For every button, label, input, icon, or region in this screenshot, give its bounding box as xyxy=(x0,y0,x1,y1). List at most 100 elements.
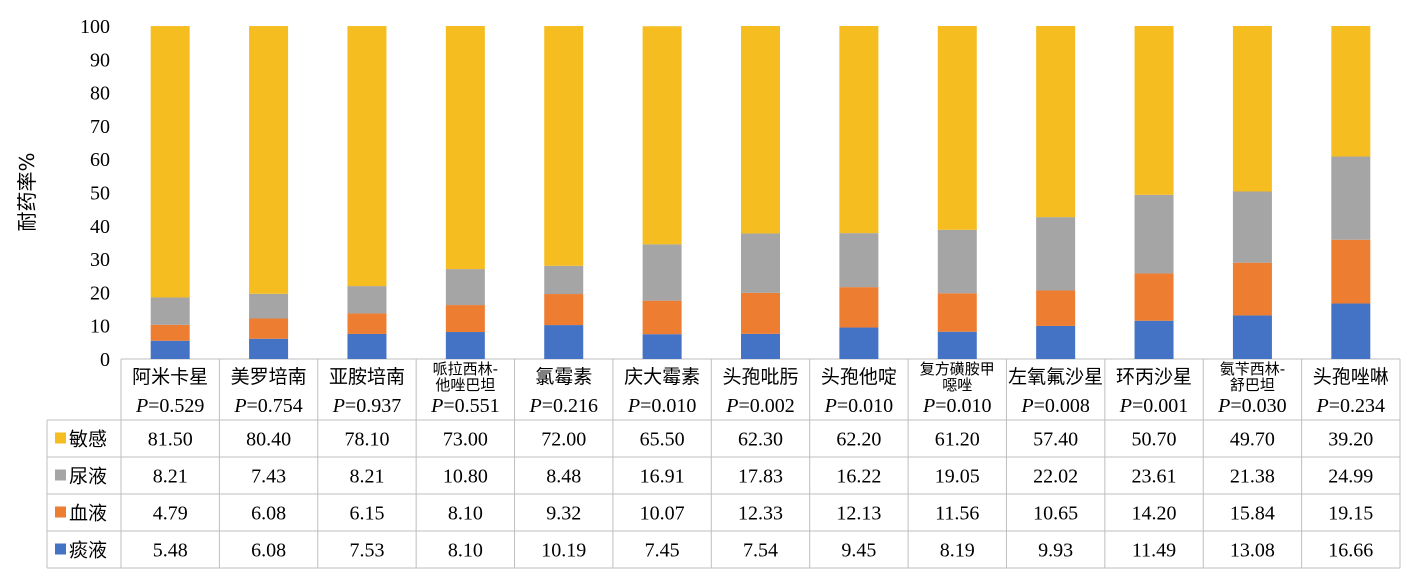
table-cell-value: 62.30 xyxy=(738,429,783,451)
legend-label: 血液 xyxy=(69,503,107,525)
table-cell-value: 10.19 xyxy=(541,540,586,562)
bar-segment xyxy=(347,313,387,334)
table-cell-value: 6.08 xyxy=(251,540,286,562)
table-cell-value: 16.66 xyxy=(1328,540,1373,562)
y-axis-ticks: 0 10 20 30 40 50 60 70 80 90 100 xyxy=(80,16,110,371)
bar-segment xyxy=(741,292,780,334)
bar-stack xyxy=(445,26,485,359)
table-cell-value: 16.22 xyxy=(836,466,881,488)
bar-stack xyxy=(150,26,190,359)
legend-label: 痰液 xyxy=(69,540,107,562)
x-tick-label: 氯霉素 xyxy=(535,366,592,388)
y-tick-label: 100 xyxy=(80,16,110,38)
bar-segment xyxy=(741,233,780,293)
table-cell-value: 10.80 xyxy=(443,466,488,488)
bar-stack xyxy=(1134,26,1174,359)
bar-segment xyxy=(150,26,190,298)
p-value-label: P=0.010 xyxy=(922,395,992,417)
bar-segment xyxy=(1232,262,1272,316)
table-cell-value: 10.65 xyxy=(1033,503,1078,525)
bar-stack xyxy=(1232,26,1272,359)
table-cell-value: 7.53 xyxy=(349,540,384,562)
table-cell-value: 7.43 xyxy=(251,466,286,488)
bar-segment xyxy=(839,26,879,234)
bar-stack xyxy=(1331,26,1371,359)
p-value-label: P=0.010 xyxy=(627,395,697,417)
table-cell-value: 50.70 xyxy=(1132,429,1177,451)
bar-stack xyxy=(347,26,387,359)
bar-segment xyxy=(937,229,977,294)
table-cell-value: 11.56 xyxy=(935,503,979,525)
y-tick-label: 50 xyxy=(90,183,110,205)
bar-segment xyxy=(544,265,584,295)
table-cell-value: 6.15 xyxy=(349,503,384,525)
table-cell-value: 9.93 xyxy=(1038,540,1073,562)
bar-segment xyxy=(1331,239,1371,304)
table-cell-value: 19.05 xyxy=(935,466,980,488)
x-tick-label: 美罗培南 xyxy=(231,366,307,388)
table-cell-value: 9.45 xyxy=(841,540,876,562)
x-tick-label: 头孢唑啉 xyxy=(1313,366,1389,388)
bar-segment xyxy=(642,334,682,359)
bar-stack xyxy=(741,26,780,359)
bar-segment xyxy=(544,294,584,326)
table-cell-value: 24.99 xyxy=(1328,466,1373,488)
x-tick-label: 庆大霉素 xyxy=(624,366,700,388)
table-cell-value: 62.20 xyxy=(836,429,881,451)
bar-segment xyxy=(544,26,584,266)
bar-stack xyxy=(839,26,879,359)
bar-segment xyxy=(249,26,289,294)
x-tick-label: 他唑巴坦 xyxy=(435,376,495,394)
table-cell-value: 4.79 xyxy=(153,503,188,525)
x-tick-label: 左氧氟沙星 xyxy=(1008,366,1103,388)
table-cell-value: 17.83 xyxy=(738,466,783,488)
table-cell-value: 15.84 xyxy=(1230,503,1275,525)
p-value-label: P=0.937 xyxy=(332,395,402,417)
table-cell-value: 8.21 xyxy=(153,466,188,488)
bar-segment xyxy=(1134,194,1174,274)
table-cell-value: 12.13 xyxy=(836,503,881,525)
p-value-label: P=0.234 xyxy=(1316,395,1386,417)
table-cell-value: 11.49 xyxy=(1132,540,1176,562)
bar-segment xyxy=(1036,290,1076,326)
bar-stack xyxy=(937,26,977,359)
table-cell-value: 78.10 xyxy=(344,429,389,451)
y-tick-label: 30 xyxy=(90,249,110,271)
legend-swatch xyxy=(55,469,66,481)
x-tick-label: 阿米卡星 xyxy=(132,366,208,388)
bar-stack xyxy=(642,26,682,359)
table-cell-value: 21.38 xyxy=(1230,466,1275,488)
table-cell-value: 13.08 xyxy=(1230,540,1275,562)
table-cell-value: 10.07 xyxy=(640,503,685,525)
bar-stack xyxy=(544,26,584,359)
p-value-label: P=0.030 xyxy=(1217,395,1287,417)
bar-segment xyxy=(445,269,485,306)
p-value-label: P=0.529 xyxy=(135,395,205,417)
table-cell-value: 8.21 xyxy=(349,466,384,488)
bar-segment xyxy=(642,300,682,335)
bar-segment xyxy=(249,293,289,319)
y-tick-label: 0 xyxy=(100,349,110,371)
y-tick-label: 20 xyxy=(90,282,110,304)
x-tick-label: 舒巴坦 xyxy=(1230,376,1275,394)
p-value-label: P=0.216 xyxy=(528,395,598,417)
x-tick-label: 氨苄西林- xyxy=(1220,360,1285,378)
bar-stack xyxy=(1036,26,1076,359)
x-tick-label: 噁唑 xyxy=(942,376,972,394)
bar-segment xyxy=(1331,156,1371,240)
table-cell-value: 8.10 xyxy=(448,503,483,525)
table-cell-value: 8.10 xyxy=(448,540,483,562)
bar-stack xyxy=(249,26,289,359)
p-value-label: P=0.010 xyxy=(824,395,894,417)
bar-segment xyxy=(741,333,780,359)
bar-segment xyxy=(1232,191,1272,263)
p-value-label: P=0.008 xyxy=(1020,395,1090,417)
bar-segment xyxy=(347,333,387,359)
bar-segment xyxy=(741,26,780,234)
bar-segment xyxy=(150,340,190,359)
bar-segment xyxy=(839,287,879,328)
bar-segment xyxy=(1036,325,1076,359)
bar-segment xyxy=(1331,303,1371,359)
data-table: 阿米卡星 P=0.529 美罗培南 P=0.754 亚胺培南 P=0.937 哌拉西林-他唑… xyxy=(46,359,1401,569)
table-cell-value: 61.20 xyxy=(935,429,980,451)
